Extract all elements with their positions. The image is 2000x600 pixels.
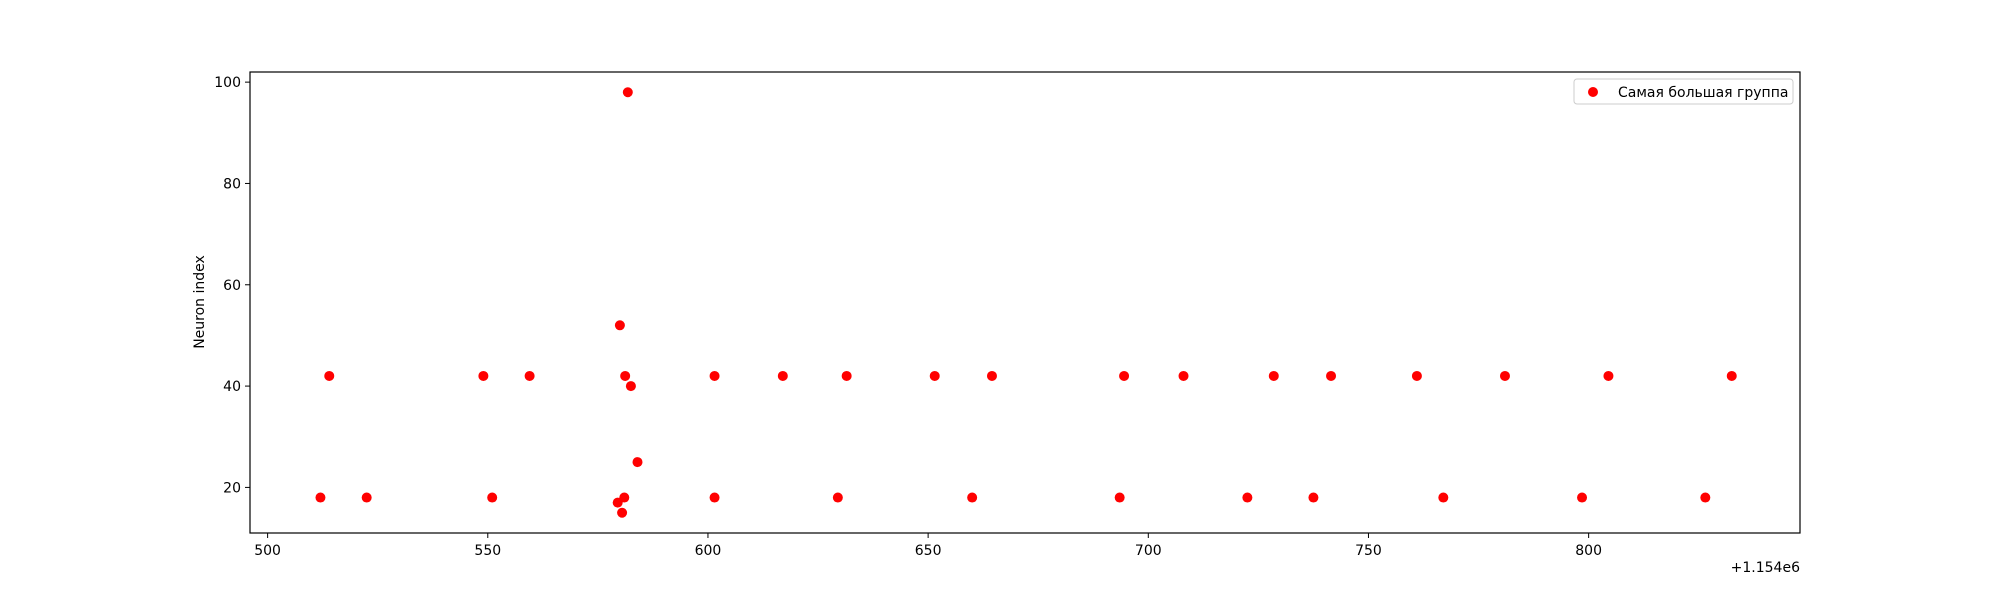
data-point (324, 370, 335, 381)
data-point (478, 370, 489, 381)
data-point (1603, 370, 1614, 381)
data-point (1242, 492, 1253, 503)
x-tick-label: 800 (1575, 543, 1602, 559)
data-point (709, 492, 720, 503)
data-point (620, 370, 631, 381)
y-tick-label: 40 (223, 379, 241, 395)
y-tick-label: 80 (223, 176, 241, 192)
y-tick-label: 60 (223, 278, 241, 294)
data-point (1438, 492, 1449, 503)
x-tick-label: 650 (915, 543, 942, 559)
data-point (315, 492, 326, 503)
x-axis-offset-label: +1.154e6 (1731, 560, 1800, 576)
data-point (625, 381, 636, 392)
y-tick-label: 20 (223, 480, 241, 496)
y-axis-label: Neuron index (192, 255, 208, 349)
x-axis-ticks: 500 550 600 650 700 750 800 (254, 533, 1602, 559)
data-point (841, 370, 852, 381)
data-point (1411, 370, 1422, 381)
legend: Самая большая группа (1573, 78, 1794, 105)
data-point (632, 457, 643, 468)
x-tick-label: 500 (254, 543, 281, 559)
legend-marker (1588, 87, 1598, 97)
data-point (617, 507, 628, 518)
data-point (1726, 370, 1737, 381)
data-point (986, 370, 997, 381)
x-tick-label: 750 (1355, 543, 1382, 559)
data-points (315, 87, 1737, 518)
x-tick-label: 700 (1135, 543, 1162, 559)
data-point (1700, 492, 1711, 503)
data-point (619, 492, 630, 503)
data-point (1178, 370, 1189, 381)
data-point (361, 492, 372, 503)
data-point (487, 492, 498, 503)
legend-box (1573, 78, 1794, 105)
data-point (832, 492, 843, 503)
data-point (929, 370, 940, 381)
data-point (1114, 492, 1125, 503)
y-axis-ticks: 20 40 60 80 100 (214, 75, 250, 496)
data-point (1308, 492, 1319, 503)
data-point (1577, 492, 1588, 503)
data-point (1499, 370, 1510, 381)
data-point (1326, 370, 1337, 381)
y-tick-label: 100 (214, 75, 241, 91)
data-point (524, 370, 535, 381)
data-point (614, 320, 625, 331)
legend-entry-label: Самая большая группа (1618, 85, 1788, 101)
plot-area-frame (249, 71, 1801, 534)
data-point (622, 87, 633, 98)
data-point (967, 492, 978, 503)
data-point (1119, 370, 1130, 381)
data-point (1268, 370, 1279, 381)
data-point (777, 370, 788, 381)
x-tick-label: 550 (474, 543, 501, 559)
data-point (709, 370, 720, 381)
x-tick-label: 600 (695, 543, 722, 559)
